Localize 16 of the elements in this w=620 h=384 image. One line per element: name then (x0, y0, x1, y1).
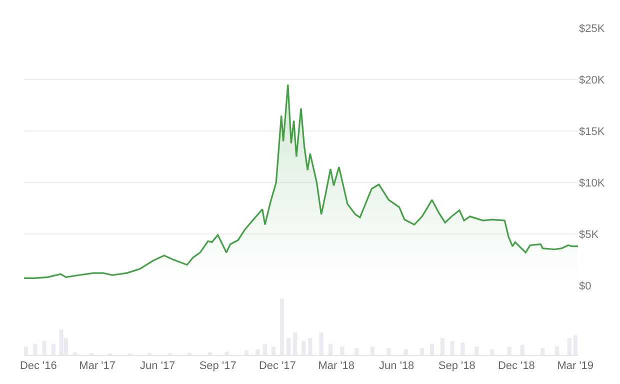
x-tick-label: Dec '16 (20, 360, 57, 372)
y-tick-label: $25K (579, 22, 606, 35)
x-tick-label: Dec '18 (498, 360, 535, 372)
x-tick-label: Mar '18 (318, 360, 355, 372)
y-tick-label: $5K (579, 228, 600, 241)
x-tick-label: Dec '17 (258, 360, 296, 372)
x-tick-label: Jun '18 (379, 360, 414, 372)
x-tick-label: Mar '19 (557, 360, 594, 372)
x-tick-label: Mar '17 (79, 360, 116, 372)
y-tick-label: $15K (579, 126, 606, 138)
y-tick-label: $0 (579, 280, 592, 292)
y-tick-label: $20K (579, 74, 606, 86)
y-tick-label: $10K (579, 177, 606, 190)
x-tick-label: Sep '17 (199, 360, 236, 372)
x-tick-label: Sep '18 (438, 360, 476, 372)
x-tick-label: Jun '17 (140, 360, 176, 372)
